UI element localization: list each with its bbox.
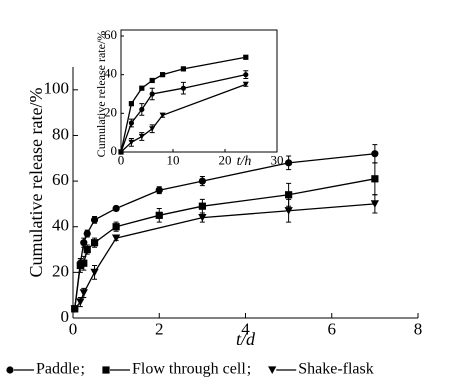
- y-tick-label: 80: [52, 124, 69, 143]
- marker: [83, 229, 91, 238]
- marker: [198, 177, 206, 185]
- marker: [285, 191, 293, 199]
- marker: [76, 298, 85, 306]
- x-tick-label: 2: [155, 320, 164, 339]
- legend-marker: [6, 366, 14, 374]
- marker: [128, 139, 135, 146]
- legend-label: Flow through cell: [132, 361, 246, 378]
- marker: [160, 72, 166, 78]
- y-tick-label: 0: [61, 307, 70, 326]
- marker: [243, 72, 249, 78]
- marker: [243, 54, 249, 60]
- marker: [371, 175, 379, 183]
- marker: [90, 216, 99, 224]
- marker: [90, 268, 99, 277]
- series-line: [74, 178, 375, 309]
- x-tick-label: 0: [118, 153, 125, 168]
- marker: [139, 85, 145, 91]
- y-tick-label: 60: [104, 27, 117, 42]
- marker: [155, 211, 163, 219]
- marker: [370, 200, 380, 208]
- marker: [79, 289, 88, 297]
- marker: [198, 214, 207, 222]
- inset-frame: [120, 29, 278, 153]
- x-tick-label: 6: [328, 320, 337, 339]
- x-tick-label: 8: [414, 320, 423, 339]
- x-tick-label: 0: [69, 320, 78, 339]
- x-axis-label: t/d: [236, 329, 256, 349]
- marker: [155, 186, 163, 194]
- marker: [83, 245, 91, 254]
- marker: [80, 259, 88, 267]
- series-line: [120, 74, 246, 153]
- legend-label: Paddle: [36, 361, 80, 378]
- y-axis-label: Cumulative release rate/%: [26, 88, 46, 278]
- marker: [138, 133, 145, 140]
- marker: [118, 149, 124, 155]
- marker: [90, 239, 99, 247]
- x-tick-label: 4: [241, 320, 250, 339]
- marker: [128, 101, 134, 107]
- y-tick-label: 100: [44, 79, 70, 98]
- series-line: [74, 203, 375, 310]
- marker: [285, 159, 293, 167]
- marker: [70, 305, 79, 313]
- marker: [180, 85, 186, 91]
- marker: [149, 91, 155, 97]
- marker: [112, 204, 120, 213]
- series-line: [74, 153, 375, 309]
- y-tick-label: 60: [52, 170, 69, 189]
- y-tick-label: 20: [52, 261, 69, 280]
- x-axis-label: t/h: [237, 154, 252, 169]
- legend-marker: [102, 366, 110, 374]
- marker: [371, 150, 379, 158]
- y-tick-label: 20: [104, 104, 117, 119]
- y-tick-label: 40: [52, 216, 69, 235]
- legend-separator: ;: [247, 361, 251, 378]
- marker: [128, 120, 134, 126]
- marker: [149, 126, 156, 132]
- y-tick-label: 0: [111, 143, 118, 158]
- marker: [149, 77, 155, 84]
- x-tick-label: 20: [219, 153, 232, 168]
- marker: [198, 202, 206, 210]
- y-tick-label: 40: [104, 66, 117, 81]
- marker: [242, 81, 249, 88]
- marker: [112, 223, 120, 231]
- legend-label: Shake-flask: [298, 361, 374, 378]
- marker: [284, 207, 293, 215]
- marker: [139, 106, 145, 113]
- legend-separator: ;: [81, 361, 85, 378]
- x-tick-label: 30: [271, 153, 284, 168]
- marker: [159, 112, 166, 119]
- x-tick-label: 10: [167, 153, 180, 168]
- marker: [180, 66, 186, 72]
- legend-marker: [268, 366, 277, 374]
- series-line: [120, 83, 247, 153]
- marker: [111, 234, 121, 243]
- y-axis-label: Cumulative release rate/%: [94, 31, 108, 158]
